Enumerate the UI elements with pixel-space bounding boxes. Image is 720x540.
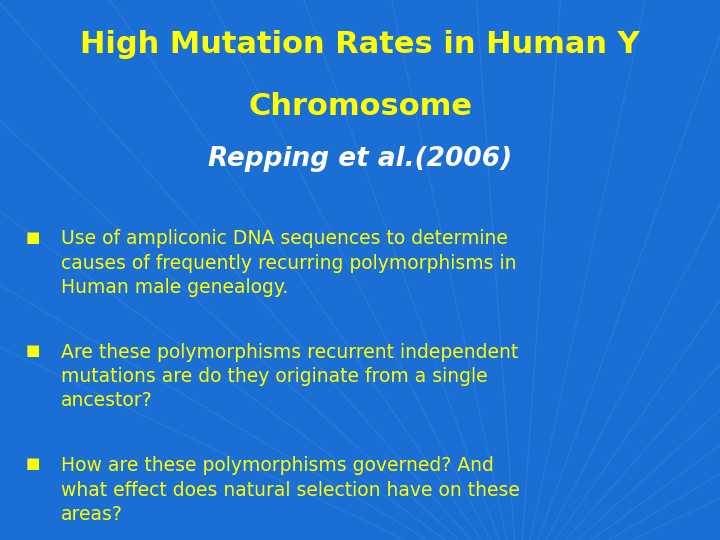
Text: Are these polymorphisms recurrent independent
mutations are do they originate fr: Are these polymorphisms recurrent indepe… xyxy=(61,343,518,410)
Text: High Mutation Rates in Human Y: High Mutation Rates in Human Y xyxy=(80,30,640,59)
Text: How are these polymorphisms governed? And
what effect does natural selection hav: How are these polymorphisms governed? An… xyxy=(61,456,520,524)
Text: ■: ■ xyxy=(25,343,40,358)
Text: ■: ■ xyxy=(25,230,40,245)
Text: ■: ■ xyxy=(25,456,40,471)
Text: Use of ampliconic DNA sequences to determine
causes of frequently recurring poly: Use of ampliconic DNA sequences to deter… xyxy=(61,230,517,297)
Text: Repping et al.(2006): Repping et al.(2006) xyxy=(208,146,512,172)
Text: Chromosome: Chromosome xyxy=(248,92,472,121)
